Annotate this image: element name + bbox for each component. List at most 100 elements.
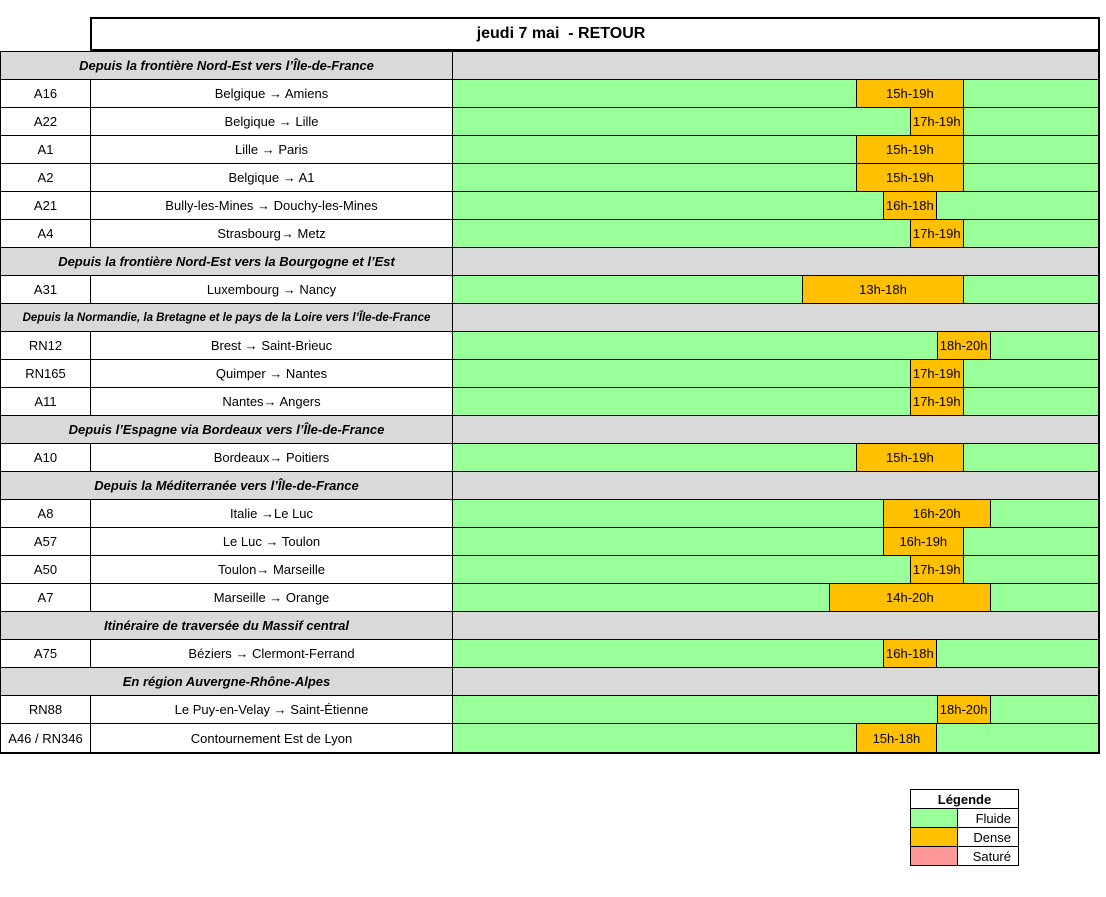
dense-period-bar: 16h-20h (883, 499, 991, 528)
route-cell: Brest → Saint-Brieuc (91, 332, 453, 359)
road-code-cell: A21 (1, 192, 91, 219)
road-code-cell: A75 (1, 640, 91, 667)
road-row: A57 Le Luc → Toulon 16h-19h (1, 527, 1098, 556)
dense-period-bar: 16h-19h (883, 527, 964, 556)
road-code-cell: RN165 (1, 360, 91, 387)
dense-period-bar: 17h-19h (909, 107, 964, 136)
dense-period-label: 17h-19h (912, 226, 961, 241)
timeline-cell: 16h-18h (453, 639, 1098, 668)
legend-swatch-sature (910, 846, 958, 866)
section-label: Depuis l’Espagne via Bordeaux vers l’Île… (1, 416, 453, 443)
dense-period-label: 14h-20h (886, 590, 934, 605)
section-timeline-filler (453, 248, 1098, 275)
dense-period-label: 16h-20h (912, 506, 961, 521)
legend: Légende Fluide Dense Saturé (910, 789, 1019, 866)
timeline-cell: 13h-18h (453, 275, 1098, 304)
section-label: Depuis la frontière Nord-Est vers la Bou… (1, 248, 453, 275)
dense-period-label: 16h-19h (899, 534, 948, 549)
road-row: A75 Béziers → Clermont-Ferrand 16h-18h (1, 639, 1098, 668)
timeline-cell: 16h-18h (453, 191, 1098, 220)
route-cell: Bordeaux→ Poitiers (91, 444, 453, 471)
dense-period-label: 17h-19h (912, 394, 961, 409)
route-cell: Le Luc → Toulon (91, 528, 453, 555)
road-code-cell: RN12 (1, 332, 91, 359)
road-code-cell: A1 (1, 136, 91, 163)
road-code-cell: A10 (1, 444, 91, 471)
timeline-cell: 18h-20h (453, 695, 1098, 724)
road-code-cell: A50 (1, 556, 91, 583)
road-row: A21 Bully-les-Mines → Douchy-les-Mines 16h… (1, 191, 1098, 220)
route-cell: Nantes→ Angers (91, 388, 453, 415)
road-code-cell: A31 (1, 276, 91, 303)
road-code-cell: A8 (1, 500, 91, 527)
section-label: Depuis la Méditerranée vers l’Île-de-Fra… (1, 472, 453, 499)
road-row: A1 Lille → Paris 15h-19h (1, 135, 1098, 164)
dense-period-bar: 17h-19h (909, 359, 964, 388)
road-row: A4 Strasbourg→ Metz 17h-19h (1, 219, 1098, 248)
road-row: RN12 Brest → Saint-Brieuc 18h-20h (1, 331, 1098, 360)
legend-label: Fluide (957, 808, 1019, 828)
route-cell: Strasbourg→ Metz (91, 220, 453, 247)
legend-label: Saturé (957, 846, 1019, 866)
route-cell: Belgique → Amiens (91, 80, 453, 107)
road-code-cell: A2 (1, 164, 91, 191)
section-row: En région Auvergne-Rhône-Alpes (1, 668, 1098, 696)
dense-period-label: 16h-18h (886, 646, 934, 661)
route-cell: Belgique → Lille (91, 108, 453, 135)
route-cell: Béziers → Clermont-Ferrand (91, 640, 453, 667)
route-cell: Marseille → Orange (91, 584, 453, 611)
section-timeline-filler (453, 52, 1098, 79)
section-timeline-filler (453, 472, 1098, 499)
road-code-cell: RN88 (1, 696, 91, 723)
road-row: A10 Bordeaux→ Poitiers 15h-19h (1, 443, 1098, 472)
road-row: A2 Belgique → A1 15h-19h (1, 163, 1098, 192)
legend-title: Légende (910, 789, 1019, 809)
dense-period-label: 18h-20h (939, 338, 988, 353)
road-code-cell: A11 (1, 388, 91, 415)
timeline-cell: 15h-19h (453, 79, 1098, 108)
timeline-cell: 17h-19h (453, 387, 1098, 416)
dense-period-bar: 17h-19h (909, 219, 964, 248)
section-timeline-filler (453, 304, 1098, 331)
dense-period-bar: 18h-20h (936, 331, 991, 360)
legend-swatch-fluide (910, 808, 958, 828)
route-cell: Luxembourg → Nancy (91, 276, 453, 303)
legend-item-row: Fluide (910, 808, 1019, 828)
dense-period-bar: 14h-20h (829, 583, 991, 612)
road-code-cell: A16 (1, 80, 91, 107)
dense-period-bar: 17h-19h (909, 555, 964, 584)
dense-period-label: 15h-18h (872, 730, 921, 746)
dense-period-label: 15h-19h (886, 450, 934, 465)
section-label: En région Auvergne-Rhône-Alpes (1, 668, 453, 695)
section-row: Depuis la Méditerranée vers l’Île-de-Fra… (1, 472, 1098, 500)
dense-period-label: 13h-18h (859, 282, 907, 297)
road-row: RN165 Quimper → Nantes 17h-19h (1, 359, 1098, 388)
legend-item-row: Dense (910, 827, 1019, 847)
dense-period-label: 17h-19h (912, 114, 961, 129)
section-timeline-filler (453, 612, 1098, 639)
route-cell: Le Puy-en-Velay → Saint-Étienne (91, 696, 453, 723)
dense-period-label: 17h-19h (912, 366, 961, 381)
dense-period-bar: 16h-18h (883, 191, 937, 220)
section-label: Itinéraire de traversée du Massif centra… (1, 612, 453, 639)
dense-period-bar: 15h-18h (856, 723, 937, 753)
dense-period-bar: 17h-19h (909, 387, 964, 416)
road-row: RN88 Le Puy-en-Velay → Saint-Étienne 18h-2… (1, 695, 1098, 724)
road-code-cell: A57 (1, 528, 91, 555)
route-cell: Toulon→ Marseille (91, 556, 453, 583)
timeline-cell: 17h-19h (453, 107, 1098, 136)
timeline-cell: 16h-20h (453, 499, 1098, 528)
timeline-cell: 16h-19h (453, 527, 1098, 556)
section-timeline-filler (453, 416, 1098, 443)
timeline-cell: 17h-19h (453, 555, 1098, 584)
timeline-cell: 15h-19h (453, 443, 1098, 472)
legend-body: Légende Fluide Dense Saturé (910, 789, 1019, 866)
section-row: Depuis la frontière Nord-Est vers l’Île-… (1, 52, 1098, 80)
road-row: A31 Luxembourg → Nancy 13h-18h (1, 275, 1098, 304)
road-row: A50 Toulon→ Marseille 17h-19h (1, 555, 1098, 584)
road-row: A8 Italie →Le Luc 16h-20h (1, 499, 1098, 528)
dense-period-label: 16h-18h (886, 198, 934, 213)
section-label: Depuis la Normandie, la Bretagne et le p… (1, 304, 453, 331)
dense-period-bar: 15h-19h (856, 79, 964, 108)
